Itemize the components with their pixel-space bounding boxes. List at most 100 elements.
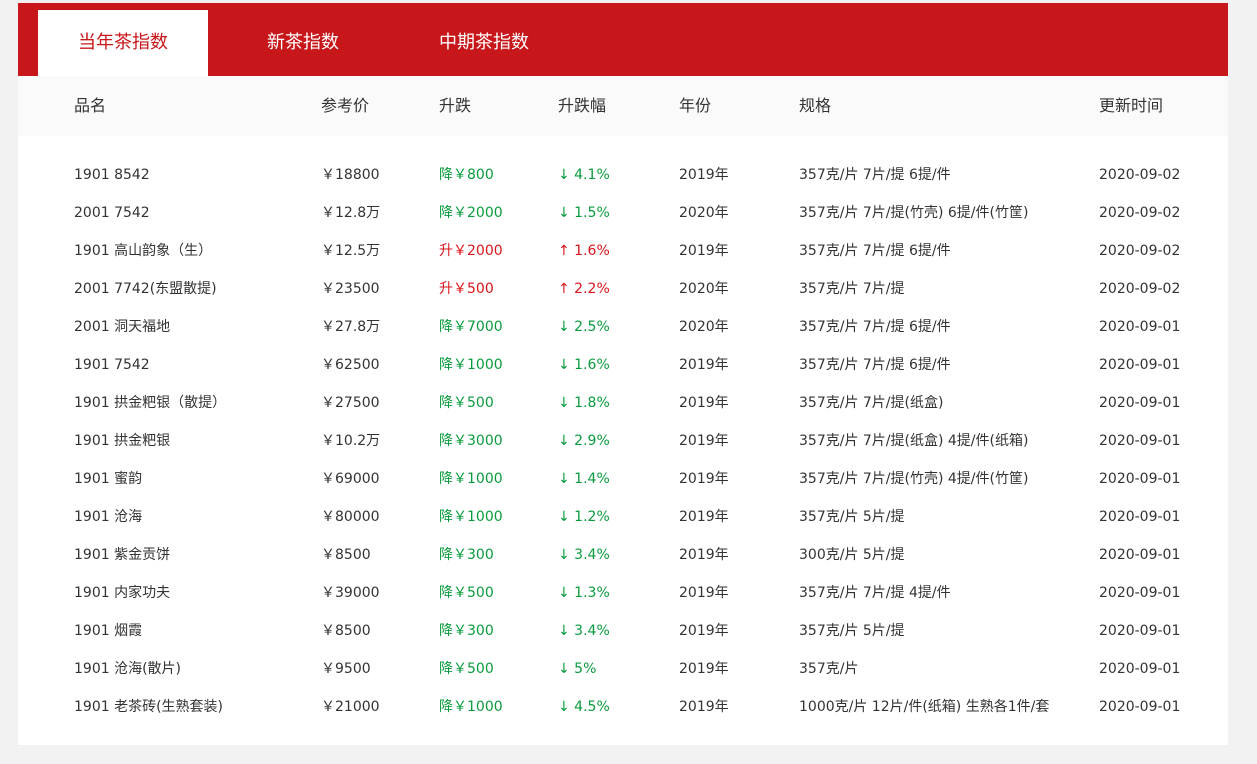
cell-change-percent: ↓ 1.2% xyxy=(558,509,610,525)
cell-update-time: 2020-09-01 xyxy=(1099,661,1181,677)
cell-year: 2019年 xyxy=(679,243,729,259)
cell-change-percent: ↑ 1.6% xyxy=(558,243,610,259)
header-change-percent: 升跌幅 xyxy=(558,96,607,115)
cell-change-percent: ↓ 1.4% xyxy=(558,471,610,487)
cell-update-time: 2020-09-01 xyxy=(1099,547,1181,563)
cell-name[interactable]: 1901 拱金粑银（散提） xyxy=(74,395,227,411)
cell-year: 2019年 xyxy=(679,547,729,563)
table-row[interactable]: 1901 内家功夫 ￥39000 降￥500 ↓ 1.3% 2019年 357克/片 7片… xyxy=(18,574,1228,612)
cell-name[interactable]: 1901 8542 xyxy=(74,167,150,183)
cell-update-time: 2020-09-01 xyxy=(1099,433,1181,449)
header-year: 年份 xyxy=(679,96,712,115)
cell-year: 2019年 xyxy=(679,471,729,487)
cell-name[interactable]: 1901 老茶砖(生熟套装) xyxy=(74,699,224,715)
table-row[interactable]: 1901 拱金粑银（散提） ￥27500 降￥500 ↓ 1.8% 2019年 357克/… xyxy=(18,384,1228,422)
cell-price: ￥10.2万 xyxy=(321,433,381,449)
cell-name[interactable]: 2001 7742(东盟散提) xyxy=(74,281,217,297)
cell-price: ￥8500 xyxy=(321,547,371,563)
cell-name[interactable]: 1901 内家功夫 xyxy=(74,585,171,601)
cell-name[interactable]: 2001 洞天福地 xyxy=(74,319,171,335)
table-row[interactable]: 1901 8542 ￥18800 降￥800 ↓ 4.1% 2019年 357克/片 7片… xyxy=(18,156,1228,194)
cell-update-time: 2020-09-02 xyxy=(1099,243,1181,259)
cell-name[interactable]: 1901 紫金贡饼 xyxy=(74,547,171,563)
cell-update-time: 2020-09-01 xyxy=(1099,509,1181,525)
cell-year: 2019年 xyxy=(679,661,729,677)
cell-spec: 357克/片 7片/提(纸盒) 4提/件(纸箱) xyxy=(799,433,1029,449)
cell-spec: 357克/片 7片/提(竹壳) 6提/件(竹筐) xyxy=(799,205,1029,221)
cell-change: 降￥7000 xyxy=(439,319,503,335)
tab-mid-term-tea-index[interactable]: 中期茶指数 xyxy=(439,32,529,53)
cell-change: 降￥300 xyxy=(439,623,494,639)
cell-spec: 357克/片 7片/提(纸盒) xyxy=(799,395,944,411)
table-row[interactable]: 1901 紫金贡饼 ￥8500 降￥300 ↓ 3.4% 2019年 300克/片 5片/… xyxy=(18,536,1228,574)
cell-change-percent: ↓ 4.5% xyxy=(558,699,610,715)
cell-year: 2019年 xyxy=(679,585,729,601)
cell-price: ￥27.8万 xyxy=(321,319,381,335)
table-row[interactable]: 2001 7742(东盟散提) ￥23500 升￥500 ↑ 2.2% 2020年 357… xyxy=(18,270,1228,308)
cell-year: 2019年 xyxy=(679,699,729,715)
cell-update-time: 2020-09-02 xyxy=(1099,205,1181,221)
table-row[interactable]: 1901 老茶砖(生熟套装) ￥21000 降￥1000 ↓ 4.5% 2019年 100… xyxy=(18,688,1228,726)
cell-update-time: 2020-09-02 xyxy=(1099,167,1181,183)
cell-price: ￥18800 xyxy=(321,167,380,183)
cell-change-percent: ↑ 2.2% xyxy=(558,281,610,297)
tab-current-year-index[interactable]: 当年茶指数 xyxy=(38,10,208,76)
cell-name[interactable]: 1901 烟霞 xyxy=(74,623,143,639)
cell-change-percent: ↓ 3.4% xyxy=(558,547,610,563)
cell-year: 2019年 xyxy=(679,623,729,639)
cell-price: ￥80000 xyxy=(321,509,380,525)
cell-update-time: 2020-09-01 xyxy=(1099,585,1181,601)
cell-change-percent: ↓ 4.1% xyxy=(558,167,610,183)
cell-price: ￥21000 xyxy=(321,699,380,715)
cell-change-percent: ↓ 1.3% xyxy=(558,585,610,601)
table-row[interactable]: 2001 7542 ￥12.8万 降￥2000 ↓ 1.5% 2020年 357克/片 7… xyxy=(18,194,1228,232)
cell-name[interactable]: 2001 7542 xyxy=(74,205,150,221)
cell-change: 升￥2000 xyxy=(439,243,503,259)
cell-change: 降￥1000 xyxy=(439,471,503,487)
table-row[interactable]: 1901 高山韵象（生） ￥12.5万 升￥2000 ↑ 1.6% 2019年 357克/… xyxy=(18,232,1228,270)
cell-change-percent: ↓ 1.6% xyxy=(558,357,610,373)
table-row[interactable]: 1901 沧海 ￥80000 降￥1000 ↓ 1.2% 2019年 357克/片 5片/… xyxy=(18,498,1228,536)
header-update-time: 更新时间 xyxy=(1099,96,1164,115)
cell-year: 2019年 xyxy=(679,357,729,373)
cell-name[interactable]: 1901 7542 xyxy=(74,357,150,373)
tab-new-tea-index[interactable]: 新茶指数 xyxy=(267,32,339,53)
table-row[interactable]: 1901 拱金粑银 ￥10.2万 降￥3000 ↓ 2.9% 2019年 357克/片 7… xyxy=(18,422,1228,460)
header-price: 参考价 xyxy=(321,96,370,115)
cell-spec: 357克/片 5片/提 xyxy=(799,623,905,639)
cell-spec: 357克/片 7片/提 4提/件 xyxy=(799,585,951,601)
cell-name[interactable]: 1901 高山韵象（生） xyxy=(74,243,213,259)
table-row[interactable]: 1901 烟霞 ￥8500 降￥300 ↓ 3.4% 2019年 357克/片 5片/提 2… xyxy=(18,612,1228,650)
cell-price: ￥12.8万 xyxy=(321,205,381,221)
table-body: 1901 8542 ￥18800 降￥800 ↓ 4.1% 2019年 357克/片 7片… xyxy=(18,156,1228,726)
table-row[interactable]: 2001 洞天福地 ￥27.8万 降￥7000 ↓ 2.5% 2020年 357克/片 7… xyxy=(18,308,1228,346)
table-row[interactable]: 1901 7542 ￥62500 降￥1000 ↓ 1.6% 2019年 357克/片 7… xyxy=(18,346,1228,384)
table-header: 品名 参考价 升跌 升跌幅 年份 规格 更新时间 xyxy=(18,76,1228,136)
cell-year: 2019年 xyxy=(679,395,729,411)
cell-name[interactable]: 1901 蜜韵 xyxy=(74,471,143,487)
cell-price: ￥39000 xyxy=(321,585,380,601)
cell-change: 降￥500 xyxy=(439,395,494,411)
cell-spec: 357克/片 5片/提 xyxy=(799,509,905,525)
cell-year: 2020年 xyxy=(679,205,729,221)
cell-change: 降￥500 xyxy=(439,585,494,601)
cell-name[interactable]: 1901 沧海(散片) xyxy=(74,661,182,677)
cell-update-time: 2020-09-01 xyxy=(1099,357,1181,373)
cell-update-time: 2020-09-01 xyxy=(1099,623,1181,639)
header-change: 升跌 xyxy=(439,96,472,115)
cell-year: 2020年 xyxy=(679,281,729,297)
table-row[interactable]: 1901 沧海(散片) ￥9500 降￥500 ↓ 5% 2019年 357克/片 2020… xyxy=(18,650,1228,688)
cell-change: 降￥300 xyxy=(439,547,494,563)
cell-update-time: 2020-09-02 xyxy=(1099,281,1181,297)
tea-index-panel: 当年茶指数 新茶指数 中期茶指数 品名 参考价 升跌 升跌幅 年份 规格 更新时… xyxy=(18,3,1228,745)
cell-spec: 300克/片 5片/提 xyxy=(799,547,905,563)
cell-update-time: 2020-09-01 xyxy=(1099,471,1181,487)
cell-change: 降￥3000 xyxy=(439,433,503,449)
cell-name[interactable]: 1901 拱金粑银 xyxy=(74,433,171,449)
cell-year: 2019年 xyxy=(679,167,729,183)
table-row[interactable]: 1901 蜜韵 ￥69000 降￥1000 ↓ 1.4% 2019年 357克/片 7片/… xyxy=(18,460,1228,498)
cell-change: 降￥800 xyxy=(439,167,494,183)
cell-name[interactable]: 1901 沧海 xyxy=(74,509,143,525)
cell-price: ￥9500 xyxy=(321,661,371,677)
cell-update-time: 2020-09-01 xyxy=(1099,395,1181,411)
